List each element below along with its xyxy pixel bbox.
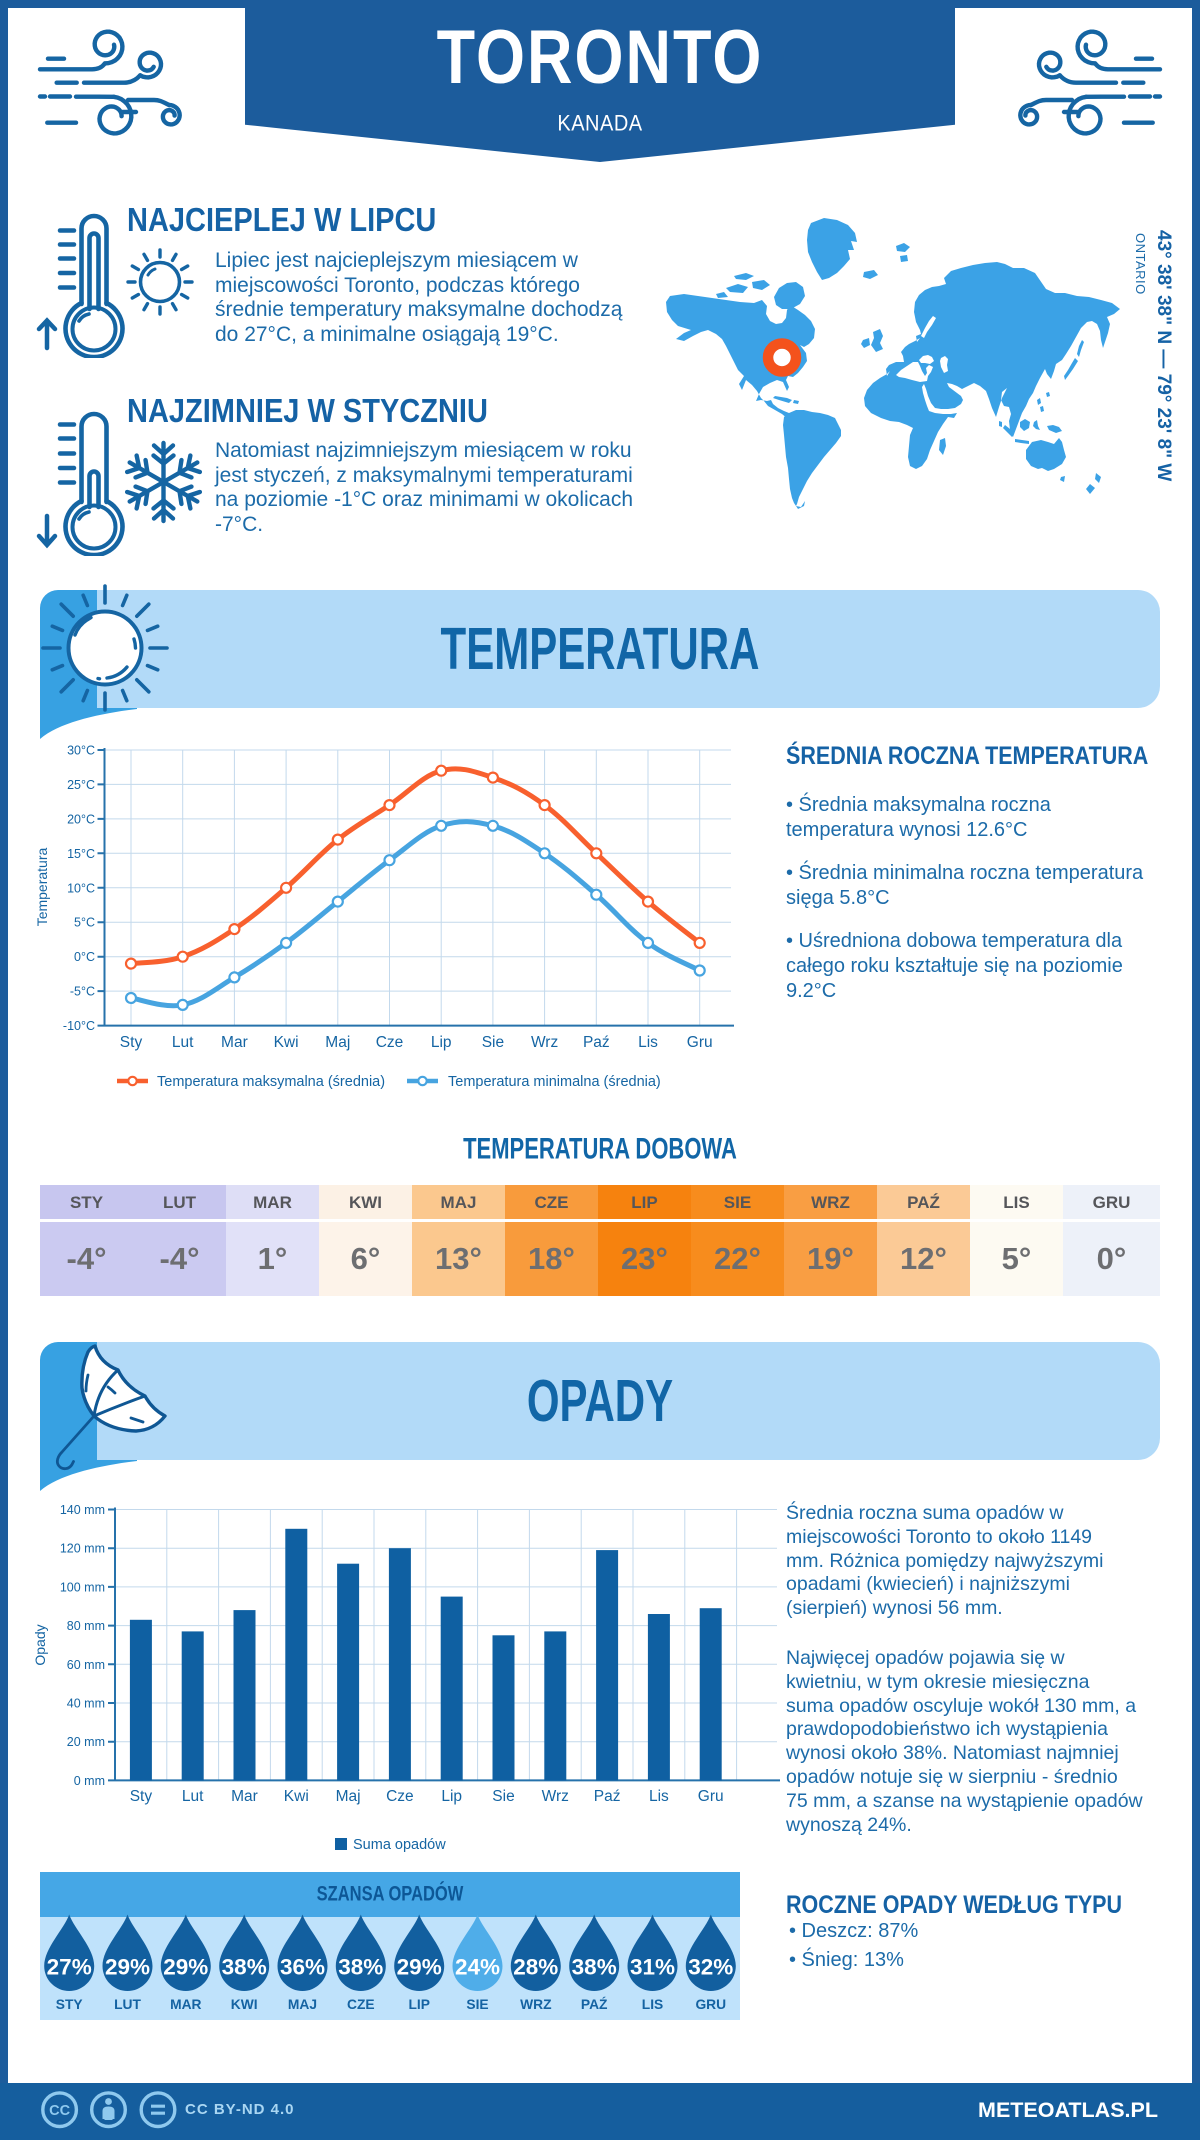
svg-text:MAJ: MAJ [288,1997,317,2012]
svg-text:Cze: Cze [376,1034,404,1051]
svg-text:Lut: Lut [182,1788,204,1805]
svg-text:Temperatura maksymalna (średni: Temperatura maksymalna (średnia) [157,1074,385,1090]
svg-text:Maj: Maj [336,1788,361,1805]
svg-text:LIS: LIS [642,1997,663,2012]
svg-text:120 mm: 120 mm [60,1542,105,1556]
svg-text:STY: STY [56,1997,83,2012]
svg-text:27%: 27% [47,1955,92,1980]
svg-text:Wrz: Wrz [542,1788,569,1805]
svg-text:29%: 29% [105,1955,150,1980]
svg-text:Sty: Sty [120,1034,143,1051]
svg-text:-10°C: -10°C [63,1019,95,1033]
svg-text:Mar: Mar [221,1034,248,1051]
svg-text:Suma opadów: Suma opadów [353,1837,446,1853]
svg-text:Sty: Sty [130,1788,153,1805]
svg-text:LUT: LUT [114,1997,141,2012]
svg-text:140 mm: 140 mm [60,1503,105,1517]
svg-text:Lip: Lip [431,1034,452,1051]
svg-text:38%: 38% [572,1955,617,1980]
svg-text:SIE: SIE [466,1997,488,2012]
svg-text:Gru: Gru [698,1788,724,1805]
svg-text:80 mm: 80 mm [67,1619,105,1633]
svg-text:Sie: Sie [492,1788,514,1805]
svg-text:31%: 31% [630,1955,675,1980]
svg-text:5°C: 5°C [74,916,95,930]
svg-text:Lis: Lis [638,1034,658,1051]
svg-text:CZE: CZE [347,1997,375,2012]
svg-text:Gru: Gru [687,1034,713,1051]
svg-text:20 mm: 20 mm [67,1735,105,1749]
svg-text:Lis: Lis [649,1788,669,1805]
svg-text:0 mm: 0 mm [74,1774,105,1788]
svg-text:40 mm: 40 mm [67,1697,105,1711]
svg-text:29%: 29% [397,1955,442,1980]
svg-text:Paź: Paź [583,1034,610,1051]
svg-text:10°C: 10°C [67,881,95,895]
svg-text:Kwi: Kwi [274,1034,299,1051]
svg-text:Maj: Maj [325,1034,350,1051]
svg-text:32%: 32% [688,1955,733,1980]
svg-text:28%: 28% [513,1955,558,1980]
svg-text:Lut: Lut [172,1034,194,1051]
svg-text:Lip: Lip [441,1788,462,1805]
svg-text:Kwi: Kwi [284,1788,309,1805]
svg-text:Cze: Cze [386,1788,414,1805]
svg-text:Mar: Mar [231,1788,258,1805]
svg-text:38%: 38% [222,1955,267,1980]
svg-text:Opady: Opady [32,1624,48,1665]
svg-text:MAR: MAR [170,1997,201,2012]
svg-text:-5°C: -5°C [70,985,95,999]
svg-text:0°C: 0°C [74,950,95,964]
svg-text:CC: CC [49,2103,70,2119]
svg-text:100 mm: 100 mm [60,1580,105,1594]
svg-text:20°C: 20°C [67,812,95,826]
svg-text:LIP: LIP [408,1997,429,2012]
svg-text:WRZ: WRZ [520,1997,552,2012]
svg-text:Wrz: Wrz [531,1034,558,1051]
svg-text:15°C: 15°C [67,847,95,861]
svg-text:Sie: Sie [482,1034,504,1051]
svg-text:25°C: 25°C [67,778,95,792]
svg-text:29%: 29% [163,1955,208,1980]
svg-text:Temperatura: Temperatura [34,847,50,926]
svg-text:Paź: Paź [594,1788,621,1805]
svg-text:PAŹ: PAŹ [581,1996,608,2012]
svg-text:GRU: GRU [695,1997,726,2012]
svg-text:30°C: 30°C [67,744,95,758]
svg-text:Temperatura minimalna (średnia: Temperatura minimalna (średnia) [448,1074,661,1090]
svg-text:KWI: KWI [231,1997,258,2012]
svg-text:60 mm: 60 mm [67,1658,105,1672]
svg-text:24%: 24% [455,1955,500,1980]
svg-text:36%: 36% [280,1955,325,1980]
svg-text:38%: 38% [338,1955,383,1980]
